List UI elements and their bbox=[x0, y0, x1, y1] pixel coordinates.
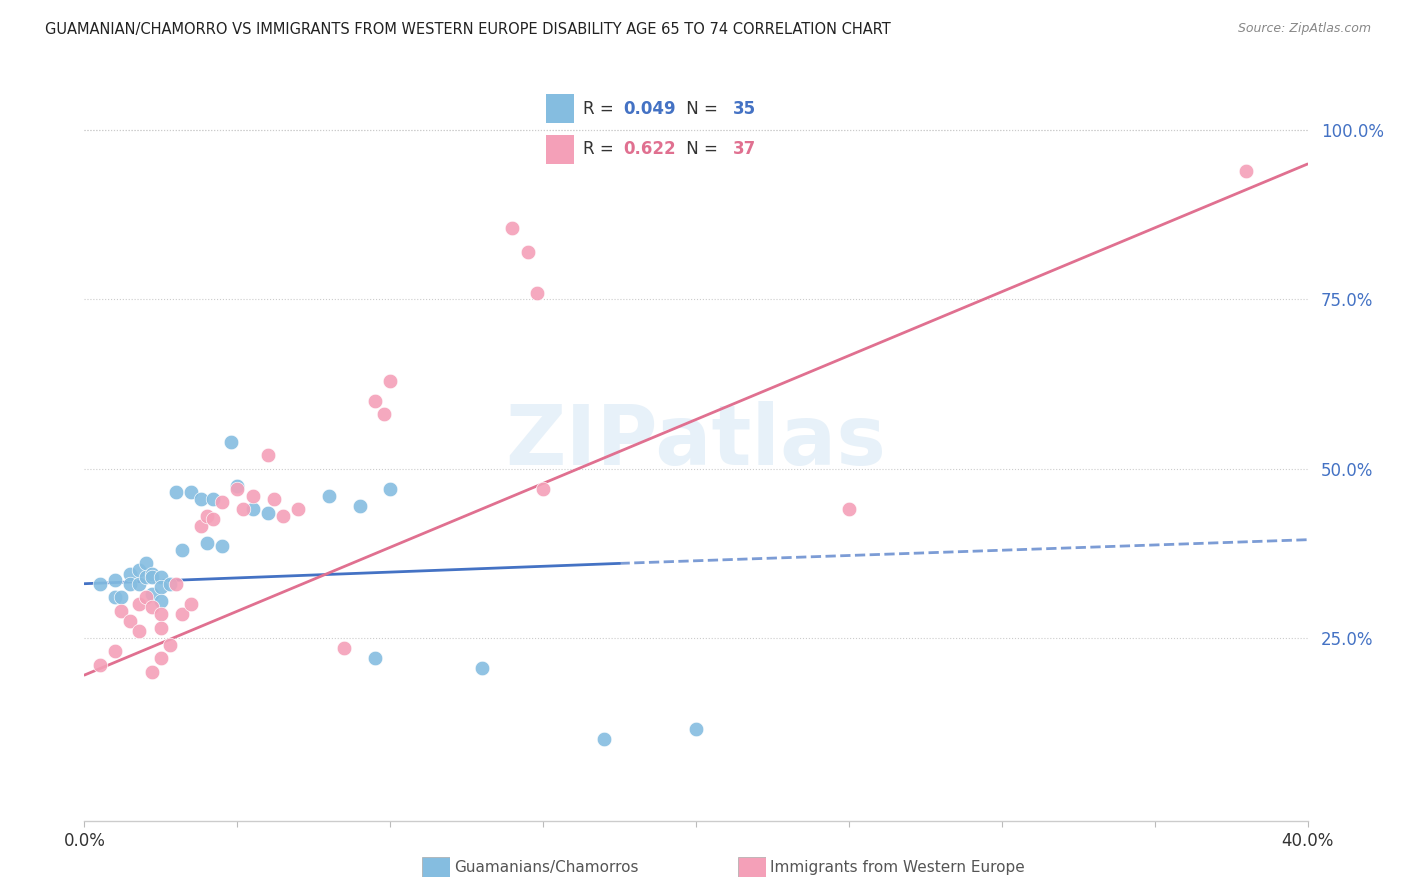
Point bbox=[149, 651, 172, 665]
Point bbox=[685, 723, 707, 737]
Point bbox=[128, 563, 150, 577]
Point bbox=[141, 600, 163, 615]
Point bbox=[242, 489, 264, 503]
Point bbox=[242, 502, 264, 516]
Point bbox=[159, 576, 181, 591]
Point bbox=[165, 485, 187, 500]
Point bbox=[172, 607, 194, 622]
Point bbox=[593, 732, 616, 747]
Point bbox=[531, 482, 554, 496]
Point bbox=[120, 566, 142, 581]
Point bbox=[201, 512, 224, 526]
Point bbox=[149, 593, 172, 607]
Point bbox=[89, 657, 111, 672]
Point bbox=[128, 576, 150, 591]
Point bbox=[380, 374, 402, 388]
Point bbox=[471, 661, 494, 675]
Point bbox=[226, 478, 249, 492]
Point bbox=[165, 576, 187, 591]
Point bbox=[104, 644, 127, 658]
Point bbox=[180, 597, 202, 611]
Point bbox=[195, 536, 218, 550]
Point bbox=[141, 566, 163, 581]
Point bbox=[172, 542, 194, 557]
Point bbox=[135, 570, 157, 584]
Point bbox=[190, 492, 212, 507]
Text: ZIPatlas: ZIPatlas bbox=[506, 401, 886, 482]
Point bbox=[149, 607, 172, 622]
Point bbox=[318, 489, 340, 503]
Point bbox=[128, 624, 150, 639]
Point bbox=[219, 434, 242, 449]
Point bbox=[195, 508, 218, 523]
Point bbox=[211, 540, 233, 554]
Text: GUAMANIAN/CHAMORRO VS IMMIGRANTS FROM WESTERN EUROPE DISABILITY AGE 65 TO 74 COR: GUAMANIAN/CHAMORRO VS IMMIGRANTS FROM WE… bbox=[45, 22, 891, 37]
Point bbox=[159, 638, 181, 652]
Point bbox=[104, 591, 127, 605]
Point bbox=[135, 591, 157, 605]
Point bbox=[110, 591, 132, 605]
Point bbox=[232, 502, 254, 516]
Point bbox=[364, 393, 387, 408]
Point bbox=[1236, 163, 1258, 178]
Point bbox=[838, 502, 860, 516]
Point bbox=[373, 408, 395, 422]
Point bbox=[141, 665, 163, 679]
Point bbox=[135, 557, 157, 571]
Text: Immigrants from Western Europe: Immigrants from Western Europe bbox=[770, 860, 1025, 874]
Point bbox=[149, 621, 172, 635]
Text: Source: ZipAtlas.com: Source: ZipAtlas.com bbox=[1237, 22, 1371, 36]
Point bbox=[89, 576, 111, 591]
Point bbox=[149, 580, 172, 594]
Point bbox=[364, 651, 387, 665]
Point bbox=[180, 485, 202, 500]
Point bbox=[226, 482, 249, 496]
Point bbox=[110, 604, 132, 618]
Point bbox=[201, 492, 224, 507]
Point bbox=[526, 285, 548, 300]
Point bbox=[141, 570, 163, 584]
Point bbox=[120, 614, 142, 628]
Text: Guamanians/Chamorros: Guamanians/Chamorros bbox=[454, 860, 638, 874]
Point bbox=[257, 448, 280, 462]
Point bbox=[380, 482, 402, 496]
Point bbox=[271, 508, 294, 523]
Point bbox=[211, 495, 233, 509]
Point bbox=[502, 221, 524, 235]
Point bbox=[333, 640, 356, 655]
Point bbox=[516, 244, 538, 259]
Point bbox=[149, 570, 172, 584]
Point bbox=[128, 597, 150, 611]
Point bbox=[349, 499, 371, 513]
Point bbox=[104, 574, 127, 588]
Point bbox=[287, 502, 309, 516]
Point bbox=[257, 506, 280, 520]
Point bbox=[263, 492, 285, 507]
Point bbox=[120, 576, 142, 591]
Point bbox=[141, 587, 163, 601]
Point bbox=[190, 519, 212, 533]
